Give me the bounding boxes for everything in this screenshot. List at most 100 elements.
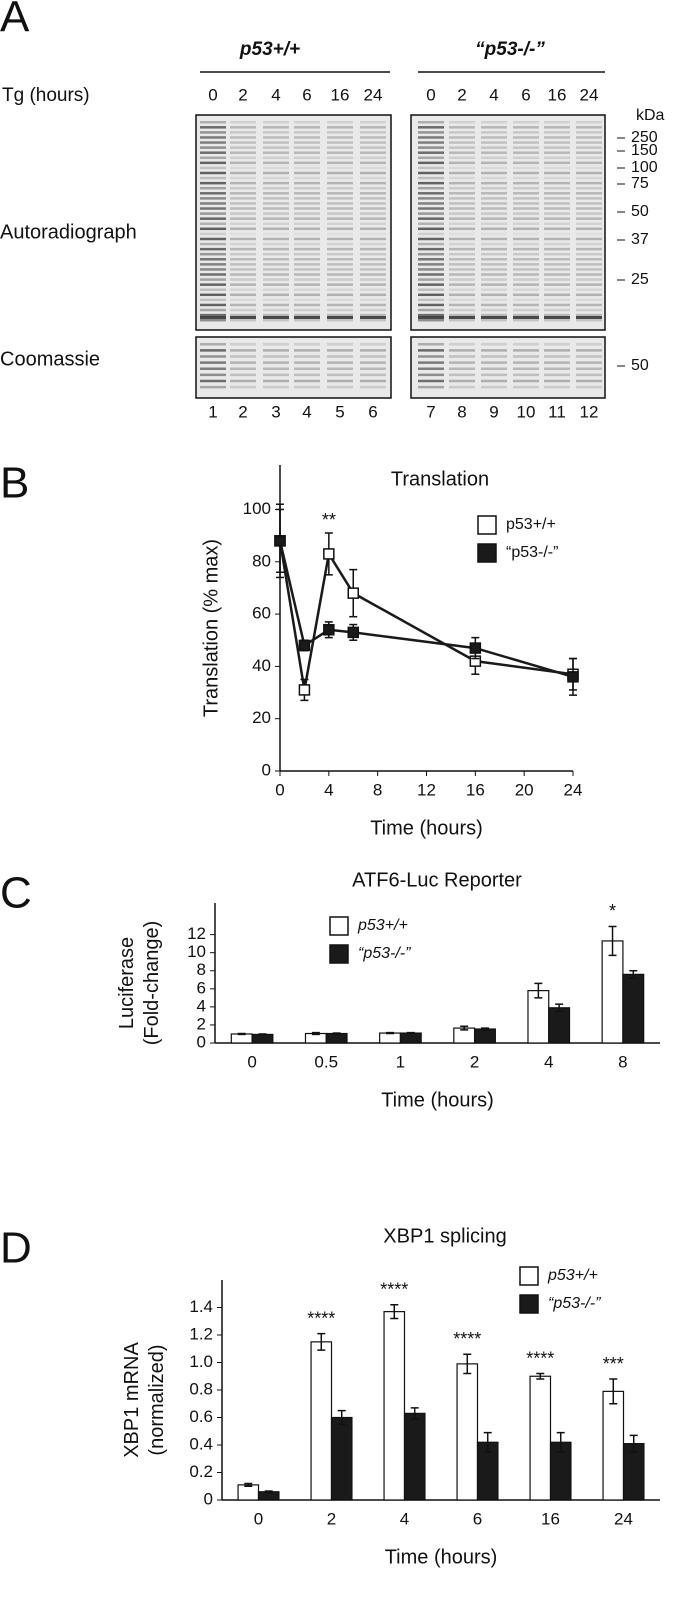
- gel-band: [200, 237, 226, 241]
- gel-band: [230, 318, 256, 322]
- gel-band: [449, 283, 475, 286]
- gel-band: [513, 207, 539, 210]
- gel-band: [544, 217, 570, 220]
- gel-band: [418, 268, 444, 271]
- gel-band: [576, 349, 602, 352]
- gel-band: [449, 273, 475, 276]
- y-tick-label: 0: [204, 1489, 213, 1508]
- x-tick-label: 4: [544, 1052, 553, 1071]
- gel-band: [294, 373, 320, 377]
- gel-band: [200, 222, 226, 225]
- gel-band: [327, 217, 353, 220]
- gel-band: [513, 293, 539, 297]
- gel-band: [513, 273, 539, 276]
- gel-band: [576, 121, 602, 124]
- gel-band: [481, 273, 507, 276]
- gel-band: [544, 126, 570, 129]
- gel-band: [544, 176, 570, 180]
- gel-band: [230, 222, 256, 225]
- gel-band: [576, 288, 602, 291]
- gel-band: [481, 171, 507, 175]
- blot-label: Coomassie: [0, 348, 100, 370]
- gel-band: [230, 288, 256, 291]
- gel-band: [230, 126, 256, 129]
- bar: [230, 1033, 253, 1044]
- gel-band: [200, 379, 226, 383]
- gel-band: [200, 192, 226, 195]
- marker-label: 150: [631, 142, 658, 159]
- gel-band: [481, 121, 507, 124]
- gel-band: [327, 313, 353, 317]
- lane-hours: 4: [271, 85, 280, 104]
- chart-title: XBP1 splicing: [383, 1225, 506, 1247]
- gel-band: [481, 343, 507, 346]
- lane-hours: 0: [208, 85, 217, 104]
- gel-band: [263, 263, 289, 266]
- gel-band: [576, 252, 602, 256]
- gel-band: [327, 237, 353, 241]
- gel-band: [200, 141, 226, 144]
- gel-band: [360, 156, 386, 160]
- gel-band: [263, 293, 289, 297]
- gel-band: [418, 318, 444, 322]
- y-tick-label: 0: [262, 760, 271, 779]
- gel-band: [360, 222, 386, 225]
- y-tick-label: 12: [187, 924, 206, 943]
- gel-band: [263, 237, 289, 241]
- gel-band: [327, 283, 353, 286]
- panel-letter: C: [0, 869, 32, 918]
- gel-band: [294, 313, 320, 317]
- gel-band: [576, 379, 602, 383]
- gel-band: [360, 379, 386, 383]
- gel-band: [418, 308, 444, 312]
- gel-band: [449, 288, 475, 291]
- gel-background: [196, 115, 391, 330]
- gel-band: [294, 121, 320, 124]
- gel-band: [294, 242, 320, 246]
- gel-band: [449, 298, 475, 302]
- data-point: [274, 535, 286, 547]
- gel-band: [294, 367, 320, 370]
- gel-band: [481, 349, 507, 352]
- gel-band: [294, 268, 320, 271]
- bar: [310, 1341, 333, 1501]
- legend-marker: [519, 1294, 539, 1314]
- gel-band: [327, 151, 353, 154]
- gel-band: [576, 283, 602, 286]
- gel-band: [263, 273, 289, 276]
- gel-band: [481, 186, 507, 190]
- gel-band: [200, 171, 226, 175]
- gel-band: [544, 361, 570, 364]
- legend-label: “p53-/-”: [548, 1295, 601, 1312]
- gel-band: [294, 385, 320, 389]
- gel-band: [513, 268, 539, 271]
- gel-band: [200, 197, 226, 200]
- gel-band: [544, 303, 570, 307]
- gel-band: [481, 385, 507, 389]
- gel-band: [576, 212, 602, 215]
- gel-band: [294, 316, 320, 319]
- gel-band: [360, 258, 386, 261]
- gel-band: [327, 367, 353, 370]
- gel-band: [449, 161, 475, 165]
- gel-band: [263, 161, 289, 165]
- gel-band: [481, 373, 507, 377]
- gel-band: [294, 192, 320, 195]
- gel-band: [360, 171, 386, 175]
- gel-band: [513, 217, 539, 220]
- gel-band: [263, 385, 289, 389]
- gel-band: [576, 192, 602, 195]
- gel-band: [418, 161, 444, 165]
- gel-band: [294, 247, 320, 251]
- gel-band: [513, 247, 539, 251]
- x-tick-label: 4: [324, 780, 333, 799]
- gel-band: [481, 166, 507, 170]
- gel-band: [230, 151, 256, 154]
- gel-band: [544, 131, 570, 134]
- gel-band: [418, 373, 444, 377]
- gel-band: [513, 252, 539, 256]
- gel-band: [327, 252, 353, 256]
- gel-band: [544, 283, 570, 286]
- gel-band: [449, 176, 475, 180]
